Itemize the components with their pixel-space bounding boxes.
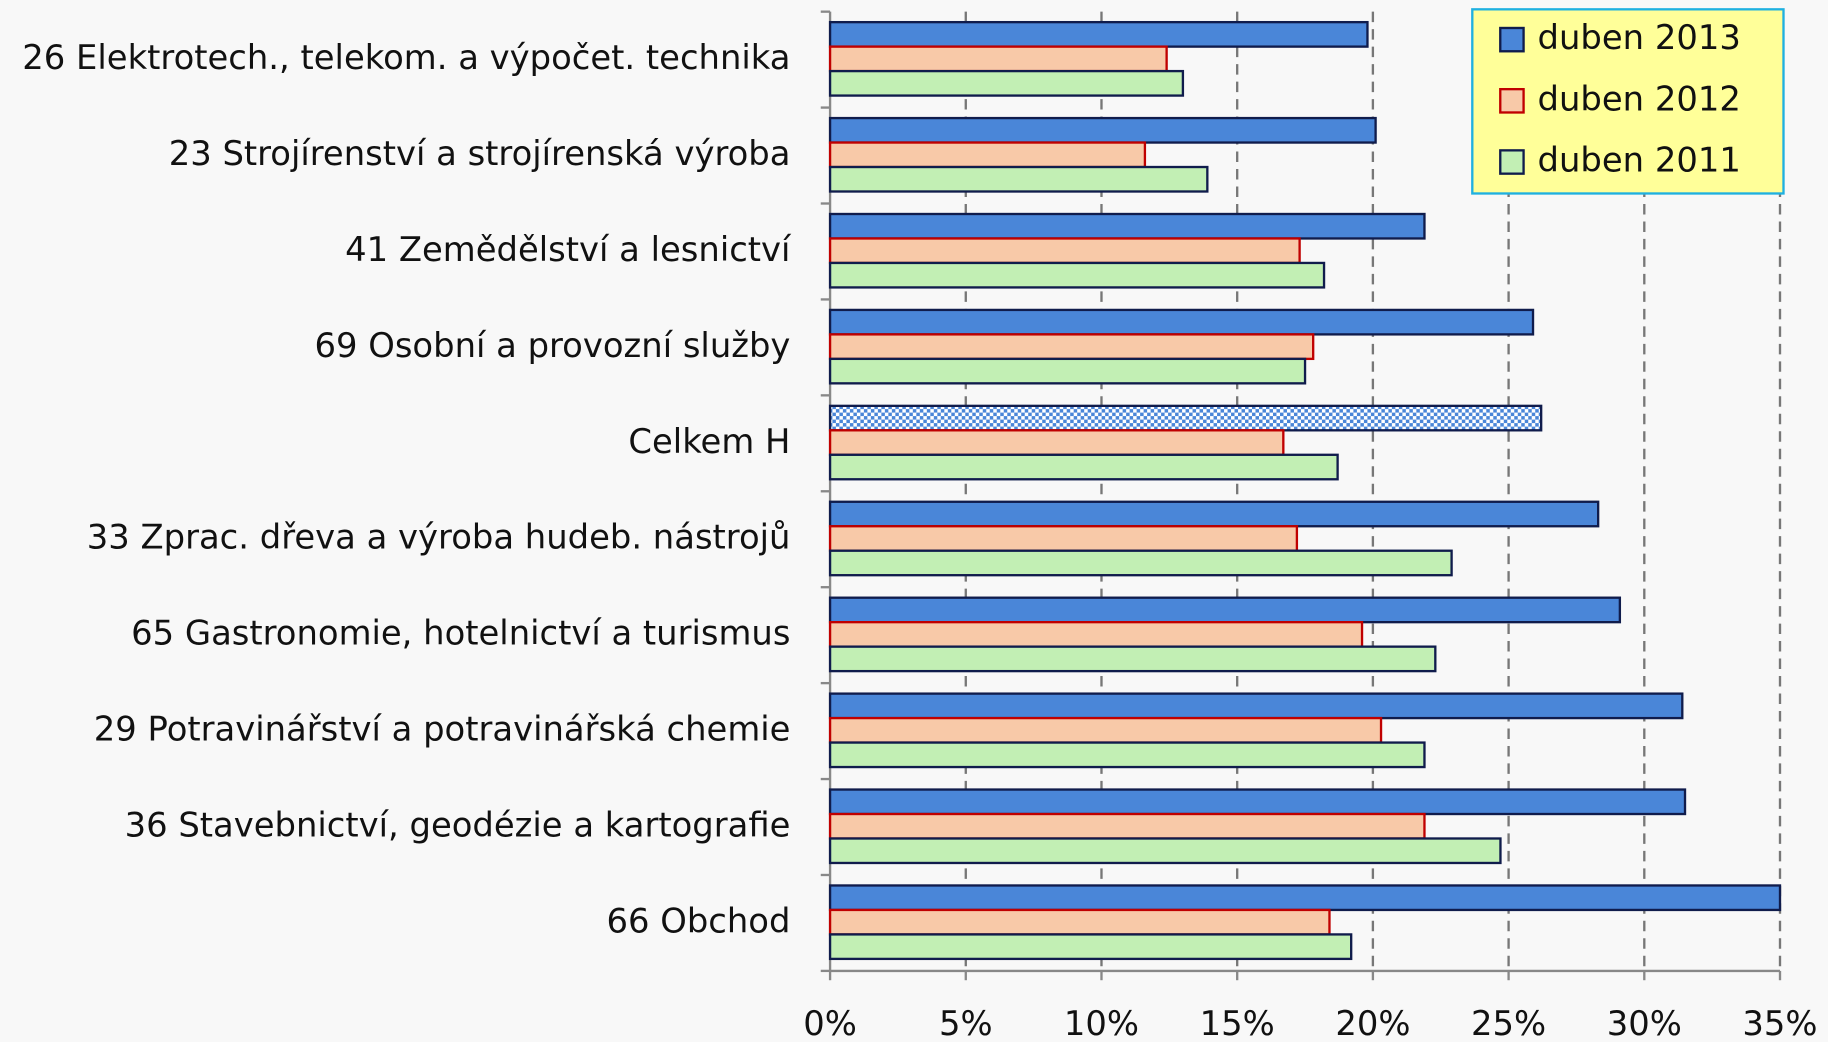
x-tick-label: 30% — [1607, 1004, 1682, 1042]
bar — [828, 165, 1209, 193]
legend-swatch — [1499, 149, 1525, 175]
bar — [828, 261, 1326, 289]
y-tick-label: 36 Stavebnictví, geodézie a kartografie — [125, 806, 791, 845]
legend-label: duben 2011 — [1538, 141, 1741, 180]
bar — [828, 453, 1339, 481]
y-tick-label: 69 Osobní a provozní služby — [314, 326, 790, 365]
bar — [828, 837, 1502, 865]
bar — [828, 429, 1285, 456]
y-tick-label: 23 Strojírenství a strojírenská výroba — [169, 134, 791, 173]
legend-swatch — [1499, 87, 1525, 114]
x-tick-label: 35% — [1742, 1004, 1817, 1042]
y-tick-label: 33 Zprac. dřeva a výroba hudeb. nástrojů — [87, 518, 791, 557]
y-tick-label: 65 Gastronomie, hotelnictví a turismus — [131, 614, 790, 653]
bar — [828, 116, 1377, 144]
x-tick-label: 5% — [939, 1004, 993, 1042]
bar — [828, 549, 1453, 577]
bar — [828, 908, 1331, 936]
bar — [828, 741, 1426, 769]
legend-swatch — [1499, 26, 1525, 53]
y-tick-label: 29 Potravinářství a potravinářská chemie — [94, 710, 791, 749]
bar — [828, 933, 1353, 961]
legend-label: duben 2013 — [1538, 18, 1741, 57]
x-tick-label: 15% — [1200, 1004, 1275, 1042]
bar — [828, 45, 1168, 73]
y-tick-label: 26 Elektrotech., telekom. a výpočet. tec… — [22, 38, 790, 77]
x-tick-label: 25% — [1471, 1004, 1546, 1042]
bar — [828, 237, 1301, 265]
y-tick-label: Celkem H — [628, 422, 790, 461]
x-tick-label: 0% — [803, 1004, 857, 1042]
bar — [828, 333, 1315, 361]
bar — [828, 788, 1687, 816]
bar — [828, 596, 1622, 624]
bar — [828, 212, 1426, 240]
x-tick-label: 20% — [1335, 1004, 1410, 1042]
bar — [828, 308, 1535, 336]
bar — [828, 20, 1369, 48]
bar — [828, 69, 1185, 97]
bar — [828, 141, 1147, 169]
legend-label: duben 2012 — [1538, 79, 1741, 118]
bar — [828, 884, 1782, 912]
y-tick-label: 66 Obchod — [607, 901, 791, 940]
bar — [828, 357, 1307, 385]
bar — [828, 692, 1684, 720]
bar — [828, 645, 1437, 673]
bar — [828, 500, 1600, 528]
bar — [828, 716, 1383, 744]
x-tick-label: 10% — [1064, 1004, 1139, 1042]
bar — [828, 812, 1426, 840]
y-tick-label: 41 Zemědělství a lesnictví — [345, 230, 792, 269]
bar — [828, 525, 1299, 552]
bar — [828, 621, 1364, 648]
bar — [828, 404, 1543, 432]
